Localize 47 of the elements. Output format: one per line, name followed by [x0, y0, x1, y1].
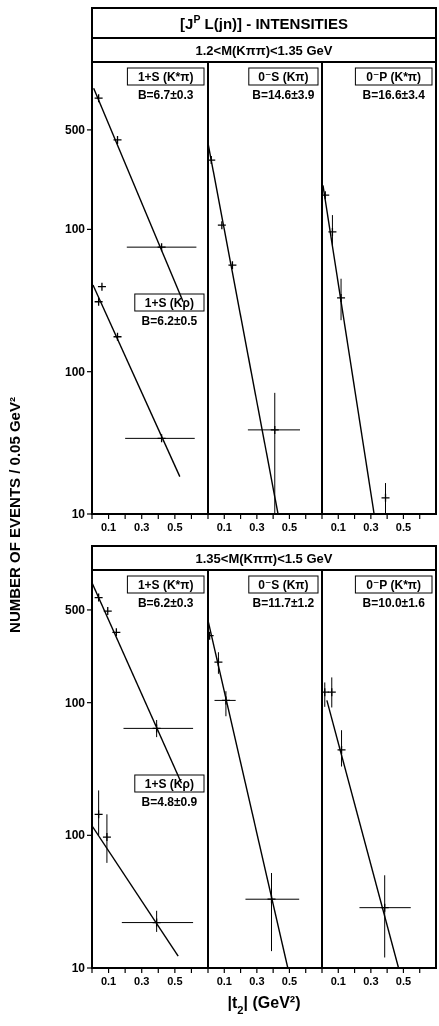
x-tick-label: 0.1: [100, 521, 117, 533]
x-tick-label: 0.1: [100, 975, 117, 987]
text: 1+S (Kρ): [144, 777, 194, 791]
x-tick-label: 0.5: [281, 975, 298, 987]
x-tick-label: 0.5: [167, 975, 183, 987]
annotation: B=11.7±1.2: [252, 596, 315, 610]
x-tick-label: 0.1: [330, 975, 346, 987]
text: 1+S (K*π): [137, 578, 194, 592]
text: 0⁻P (K*π): [366, 70, 422, 84]
y-axis-title: NUMBER OF EVENTS / 0.05 GeV²: [6, 397, 23, 633]
x-tick-label: 0.5: [281, 521, 298, 533]
annotation: B=16.6±3.4: [362, 88, 426, 102]
x-tick-label: 0.5: [395, 975, 412, 987]
x-tick-label: 0.3: [134, 521, 150, 533]
text: 0⁻S (Kπ): [258, 578, 309, 592]
chart-subtitle: 1.35<M(Kππ)<1.5 GeV: [195, 551, 333, 566]
y-tick-label: 100: [64, 364, 86, 379]
x-tick-label: 0.3: [134, 975, 150, 987]
y-tick-label: 100: [64, 695, 86, 710]
y-tick-label: 10: [71, 507, 86, 521]
x-tick-label: 0.3: [249, 521, 265, 533]
y-tick-label: 10: [71, 961, 86, 975]
annotation: B=6.2±0.5: [141, 314, 198, 328]
text: 0⁻S (Kπ): [258, 70, 309, 84]
annotation: B=10.0±1.6: [362, 596, 426, 610]
x-tick-label: 0.3: [249, 975, 265, 987]
text: 1+S (K*π): [137, 70, 194, 84]
x-tick-label: 0.1: [330, 521, 346, 533]
y-tick-label: 500: [64, 602, 86, 617]
x-tick-label: 0.3: [363, 975, 379, 987]
x-tick-label: 0.1: [216, 975, 232, 987]
text: 0⁻P (K*π): [366, 578, 422, 592]
text: [J$^{P}$ L(jn)] - INTENSITIES: [180, 13, 348, 32]
annotation: B=6.7±0.3: [137, 88, 194, 102]
annotation: B=14.6±3.9: [252, 88, 315, 102]
text: 1+S (Kρ): [144, 296, 194, 310]
annotation: B=6.2±0.3: [137, 596, 194, 610]
y-tick-label: 100: [64, 828, 86, 843]
chart-subtitle: 1.2<M(Kππ)<1.35 GeV: [195, 43, 333, 58]
x-tick-label: 0.5: [167, 521, 183, 533]
x-tick-label: 0.3: [363, 521, 379, 533]
x-axis-title: |t$_{2}$| (GeV²): [227, 994, 301, 1016]
x-tick-label: 0.5: [395, 521, 412, 533]
x-tick-label: 0.1: [216, 521, 232, 533]
annotation: B=4.8±0.9: [141, 795, 198, 809]
y-tick-label: 500: [64, 122, 86, 137]
y-tick-label: 100: [64, 222, 86, 237]
